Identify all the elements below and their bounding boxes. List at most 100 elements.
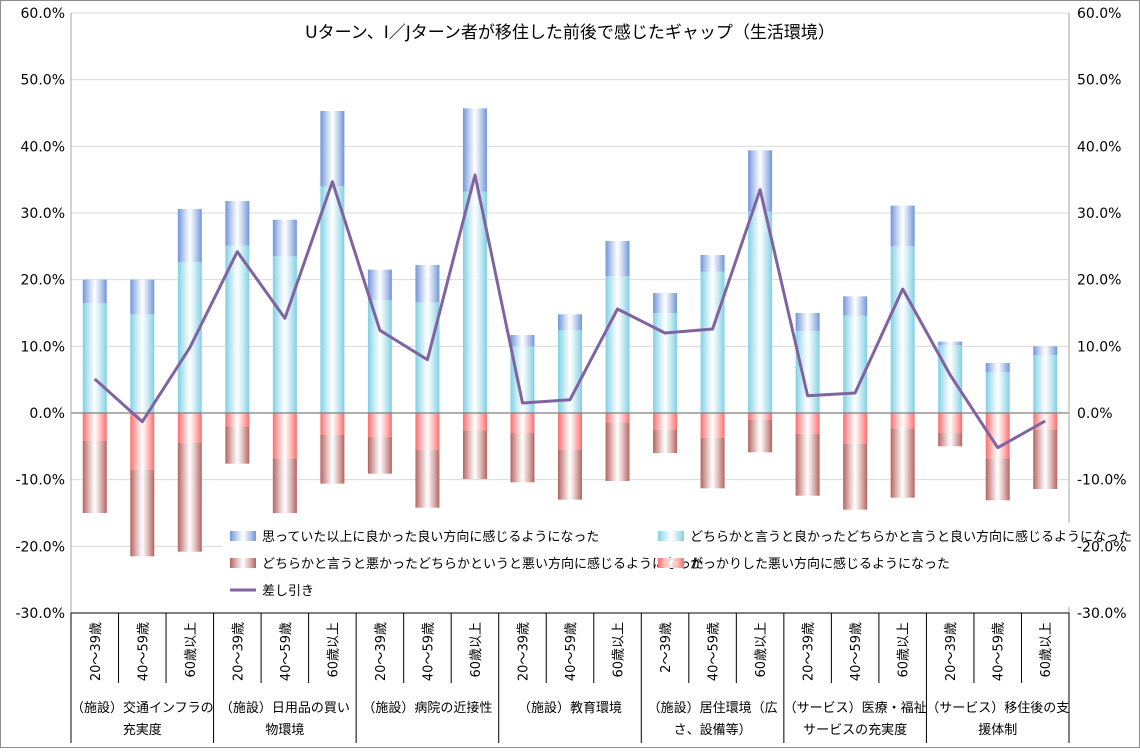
bar-segment-better-than-expected (510, 335, 535, 347)
bar-segment-somewhat-good (320, 186, 345, 413)
bar-segment-somewhat-bad (177, 443, 202, 552)
bar-segment-somewhat-good (890, 246, 915, 413)
bar-segment-somewhat-good (462, 191, 487, 413)
category-label: 40～59歳 (279, 622, 294, 681)
y-tick-label-right: 30.0% (1077, 206, 1121, 222)
category-label: 20～39歳 (231, 622, 246, 681)
y-tick-label-left: 10.0% (21, 339, 65, 355)
bar-segment-better-than-expected (700, 255, 725, 272)
bar-segment-somewhat-good (130, 314, 155, 413)
difference-line-path (93, 173, 1046, 450)
bar-segment-somewhat-good (700, 271, 725, 413)
bar-segment-disappointed (510, 413, 535, 433)
bar-segment-somewhat-good (795, 331, 820, 413)
y-tick-label-right: 10.0% (1077, 339, 1121, 355)
group-label: 充実度 (123, 722, 162, 738)
group-label: （サービス）医療・福祉 (784, 701, 927, 716)
bar-segment-disappointed (890, 413, 915, 429)
bar-segment-somewhat-good (985, 372, 1010, 413)
group-label: （施設）病院の近接性 (362, 700, 492, 716)
bar-segment-disappointed (795, 413, 820, 434)
legend-background (222, 523, 1072, 607)
bar-segment-somewhat-bad (700, 437, 725, 489)
category-label: 60歳以上 (326, 622, 341, 678)
category-label: 2～39歳 (659, 622, 674, 673)
bar-segment-better-than-expected (225, 201, 250, 246)
bar-segment-somewhat-bad (130, 469, 155, 557)
category-label: 60歳以上 (897, 622, 912, 678)
bar-segment-disappointed (320, 413, 345, 435)
bar-segment-somewhat-good (272, 256, 297, 413)
group-label: （サービス）移住後の支 (926, 701, 1069, 716)
bar-segment-somewhat-bad (272, 458, 297, 513)
category-label: 40～59歳 (421, 622, 436, 681)
group-label: （施設）居住環境（広 (648, 700, 778, 716)
y-tick-label-left: 0.0% (29, 406, 65, 422)
category-label: 20～39歳 (374, 622, 389, 681)
difference-line (93, 173, 1046, 450)
category-label: 60歳以上 (612, 622, 627, 678)
y-tick-label-right: 20.0% (1077, 273, 1121, 289)
bar-segment-somewhat-bad (462, 430, 487, 479)
bar-segment-somewhat-good (748, 211, 773, 413)
legend-label: どちらかと言うと良かったどちらかと言うと良い方向に感じるようになった (690, 529, 1132, 545)
bar-segment-somewhat-good (177, 262, 202, 413)
category-label: 40～59歳 (849, 622, 864, 681)
legend-swatch (230, 558, 256, 568)
bar-segment-disappointed (653, 413, 678, 430)
bar-segment-better-than-expected (367, 269, 392, 301)
bar-segment-better-than-expected (130, 279, 155, 315)
bar-segment-somewhat-bad (225, 426, 250, 464)
bar-segment-somewhat-good (225, 245, 250, 413)
bar-segment-better-than-expected (795, 313, 820, 331)
y-tick-label-right: -10.0% (1077, 473, 1127, 489)
y-tick-label-right: 50.0% (1077, 73, 1121, 89)
bar-segment-disappointed (700, 413, 725, 438)
y-tick-label-left: -30.0% (15, 606, 65, 622)
bar-segment-somewhat-good (843, 315, 868, 413)
bar-segment-better-than-expected (320, 111, 345, 187)
bar-segment-somewhat-bad (558, 449, 582, 500)
bar-segment-somewhat-bad (985, 458, 1010, 501)
bar-segment-disappointed (748, 413, 773, 420)
y-tick-label-right: 0.0% (1077, 406, 1113, 422)
bars (82, 108, 1058, 557)
bar-segment-better-than-expected (890, 205, 915, 247)
category-label: 60歳以上 (184, 622, 199, 678)
category-label: 40～59歳 (564, 622, 579, 681)
legend: 思っていた以上に良かった良い方向に感じるようになった どちらかと言うと良かったどち… (222, 523, 1132, 607)
group-label: さ、設備等） (674, 722, 752, 738)
group-label: （施設）教育環境 (518, 700, 622, 716)
bar-segment-better-than-expected (415, 265, 440, 303)
bar-segment-better-than-expected (1033, 346, 1058, 355)
group-label: （施設）交通インフラの (71, 700, 214, 716)
bar-segment-somewhat-good (938, 345, 963, 413)
y-tick-label-right: 40.0% (1077, 139, 1121, 155)
y-tick-label-left: 20.0% (21, 273, 65, 289)
bar-segment-disappointed (558, 413, 582, 450)
group-label: （施設）日用品の買い (220, 700, 350, 716)
category-label: 20～39歳 (89, 622, 104, 681)
bar-segment-somewhat-bad (367, 437, 392, 474)
category-label: 40～59歳 (707, 622, 722, 681)
bar-segment-somewhat-good (1033, 355, 1058, 413)
y-tick-label-left: 40.0% (21, 139, 65, 155)
group-label: サービスの充実度 (803, 722, 907, 738)
legend-label: 思っていた以上に良かった良い方向に感じるようになった (262, 529, 599, 545)
y-tick-label-right: -30.0% (1077, 606, 1127, 622)
bar-segment-disappointed (415, 413, 440, 450)
bar-segment-somewhat-bad (748, 419, 773, 453)
bar-segment-somewhat-bad (795, 433, 820, 496)
category-label: 20～39歳 (516, 622, 531, 681)
bar-segment-better-than-expected (605, 241, 630, 277)
category-label: 40～59歳 (136, 622, 151, 681)
legend-label: 差し引き (262, 584, 314, 599)
bar-segment-disappointed (177, 413, 202, 443)
bar-segment-somewhat-bad (653, 429, 678, 453)
bar-segment-disappointed (367, 413, 392, 437)
bar-segment-somewhat-good (367, 300, 392, 413)
bar-segment-somewhat-bad (415, 449, 440, 508)
bar-segment-better-than-expected (558, 314, 582, 331)
bar-segment-better-than-expected (985, 363, 1010, 373)
